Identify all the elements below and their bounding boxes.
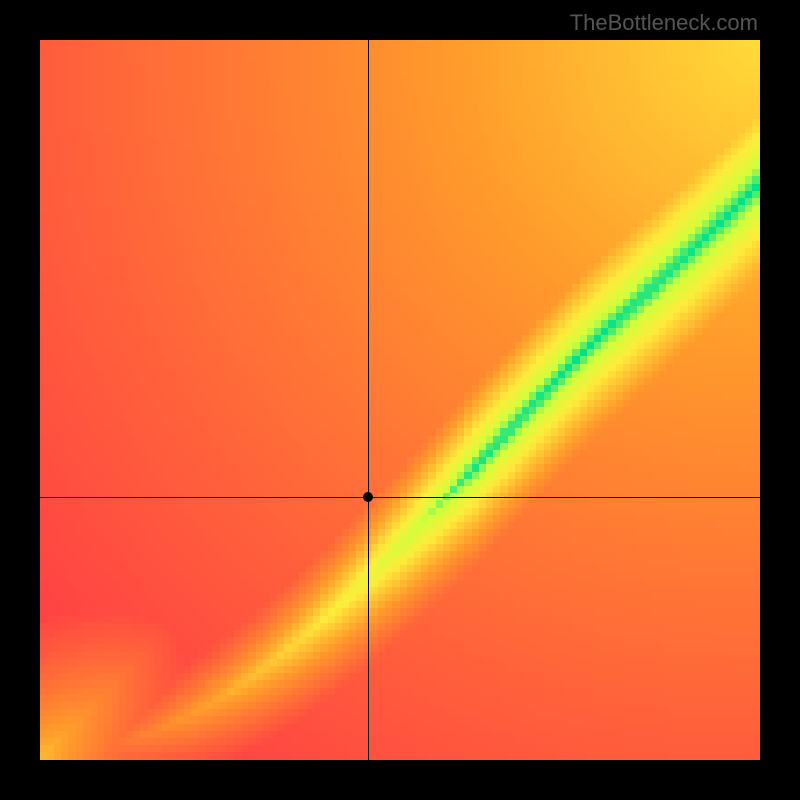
watermark-text: TheBottleneck.com bbox=[570, 10, 758, 36]
crosshair-marker bbox=[363, 492, 373, 502]
chart-container: TheBottleneck.com bbox=[0, 0, 800, 800]
crosshair-vertical bbox=[368, 40, 369, 760]
heatmap-canvas bbox=[40, 40, 760, 760]
crosshair-horizontal bbox=[40, 497, 760, 498]
plot-area bbox=[40, 40, 760, 760]
